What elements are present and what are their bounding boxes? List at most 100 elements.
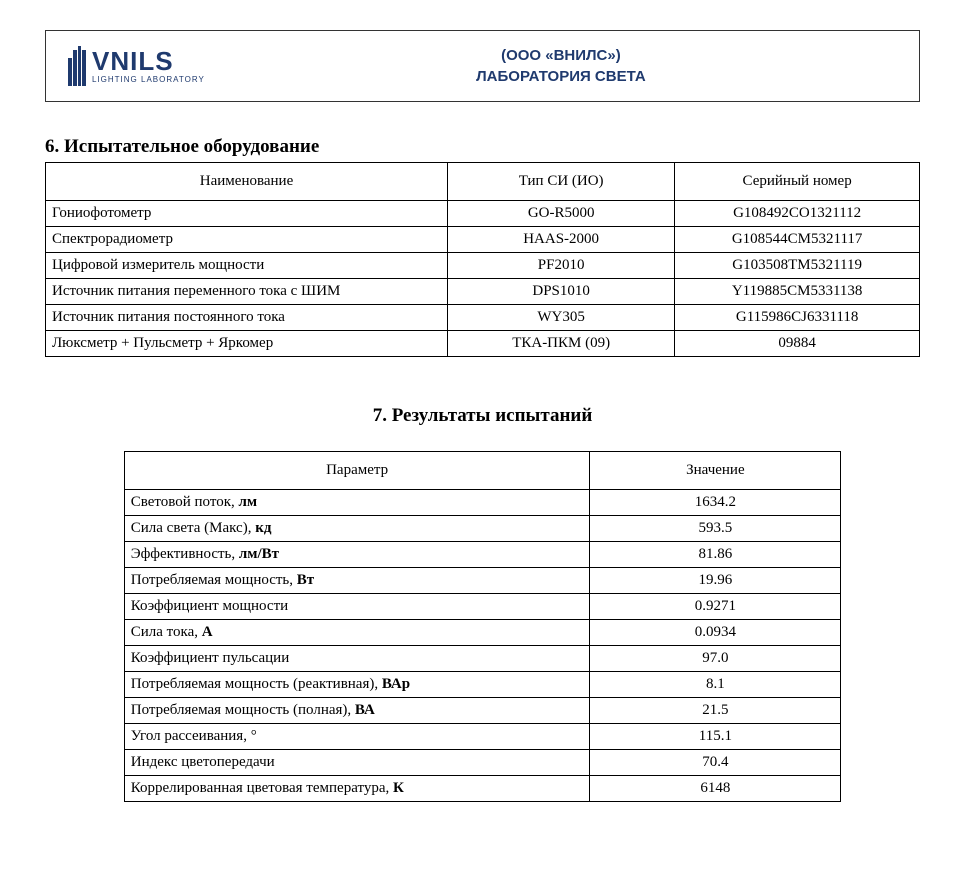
table-row: Цифровой измеритель мощностиPF2010G10350… <box>46 253 920 279</box>
parameter-unit: К <box>393 780 404 796</box>
parameter-name: Коррелированная цветовая температура, К <box>124 776 590 802</box>
parameter-unit: лм/Вт <box>239 546 279 562</box>
parameter-unit: А <box>202 624 213 640</box>
parameter-value: 1634.2 <box>590 490 841 516</box>
table-row: Источник питания переменного тока с ШИМD… <box>46 279 920 305</box>
table-header-row: Параметр Значение <box>124 452 841 490</box>
parameter-text: Индекс цветопередачи <box>131 754 275 770</box>
table-row: Потребляемая мощность (реактивная), ВАр8… <box>124 672 841 698</box>
parameter-text: Коррелированная цветовая температура, <box>131 780 393 796</box>
parameter-unit: Вт <box>297 572 314 588</box>
col-header-serial: Серийный номер <box>675 163 920 201</box>
header-org-title: (ООО «ВНИЛС») ЛАБОРАТОРИЯ СВЕТА <box>285 45 837 87</box>
document-header: VNILS LIGHTING LABORATORY (ООО «ВНИЛС») … <box>45 30 920 102</box>
parameter-text: Потребляемая мощность (полная), <box>131 702 355 718</box>
results-table: Параметр Значение Световой поток, лм1634… <box>124 451 842 802</box>
parameter-value: 0.0934 <box>590 620 841 646</box>
table-row: Угол рассеивания, ° 115.1 <box>124 724 841 750</box>
equipment-name: Спектрорадиометр <box>46 227 448 253</box>
logo-text: VNILS LIGHTING LABORATORY <box>92 48 205 84</box>
equipment-type: PF2010 <box>448 253 675 279</box>
equipment-type: GO-R5000 <box>448 201 675 227</box>
col-header-value: Значение <box>590 452 841 490</box>
table-header-row: Наименование Тип СИ (ИО) Серийный номер <box>46 163 920 201</box>
section6-heading: 6. Испытательное оборудование <box>45 136 920 158</box>
parameter-name: Коэффициент пульсации <box>124 646 590 672</box>
equipment-serial: G108492CO1321112 <box>675 201 920 227</box>
col-header-name: Наименование <box>46 163 448 201</box>
parameter-value: 115.1 <box>590 724 841 750</box>
equipment-name: Гониофотометр <box>46 201 448 227</box>
table-row: Сила света (Макс), кд593.5 <box>124 516 841 542</box>
parameter-name: Угол рассеивания, ° <box>124 724 590 750</box>
equipment-serial: Y119885CM5331138 <box>675 279 920 305</box>
logo: VNILS LIGHTING LABORATORY <box>68 46 205 86</box>
parameter-name: Индекс цветопередачи <box>124 750 590 776</box>
org-line-1: (ООО «ВНИЛС») <box>285 45 837 66</box>
parameter-unit: ВАр <box>382 676 410 692</box>
parameter-text: Эффективность, <box>131 546 239 562</box>
parameter-name: Потребляемая мощность (реактивная), ВАр <box>124 672 590 698</box>
parameter-name: Световой поток, лм <box>124 490 590 516</box>
parameter-text: Коэффициент пульсации <box>131 650 290 666</box>
equipment-name: Цифровой измеритель мощности <box>46 253 448 279</box>
table-row: Эффективность, лм/Вт81.86 <box>124 542 841 568</box>
parameter-name: Коэффициент мощности <box>124 594 590 620</box>
logo-main-text: VNILS <box>92 48 205 74</box>
equipment-table: Наименование Тип СИ (ИО) Серийный номер … <box>45 162 920 357</box>
equipment-type: HAAS-2000 <box>448 227 675 253</box>
parameter-name: Сила тока, А <box>124 620 590 646</box>
equipment-name: Источник питания переменного тока с ШИМ <box>46 279 448 305</box>
section7-heading: 7. Результаты испытаний <box>45 405 920 427</box>
col-header-type: Тип СИ (ИО) <box>448 163 675 201</box>
table-row: Коэффициент мощности 0.9271 <box>124 594 841 620</box>
table-row: Сила тока, А0.0934 <box>124 620 841 646</box>
parameter-value: 81.86 <box>590 542 841 568</box>
parameter-text: Сила света (Макс), <box>131 520 255 536</box>
parameter-unit: ВА <box>355 702 375 718</box>
logo-sub-text: LIGHTING LABORATORY <box>92 76 205 84</box>
table-row: ГониофотометрGO-R5000G108492CO1321112 <box>46 201 920 227</box>
parameter-value: 593.5 <box>590 516 841 542</box>
parameter-text: Угол рассеивания, ° <box>131 728 257 744</box>
table-row: Потребляемая мощность (полная), ВА21.5 <box>124 698 841 724</box>
logo-mark-icon <box>68 46 86 86</box>
parameter-text: Световой поток, <box>131 494 239 510</box>
parameter-name: Эффективность, лм/Вт <box>124 542 590 568</box>
parameter-text: Потребляемая мощность (реактивная), <box>131 676 382 692</box>
col-header-parameter: Параметр <box>124 452 590 490</box>
parameter-name: Потребляемая мощность (полная), ВА <box>124 698 590 724</box>
equipment-name: Люксметр + Пульсметр + Яркомер <box>46 331 448 357</box>
table-row: Коэффициент пульсации 97.0 <box>124 646 841 672</box>
parameter-value: 6148 <box>590 776 841 802</box>
equipment-serial: G108544CM5321117 <box>675 227 920 253</box>
parameter-name: Сила света (Макс), кд <box>124 516 590 542</box>
parameter-value: 0.9271 <box>590 594 841 620</box>
parameter-text: Сила тока, <box>131 624 202 640</box>
equipment-name: Источник питания постоянного тока <box>46 305 448 331</box>
equipment-serial: 09884 <box>675 331 920 357</box>
parameter-text: Потребляемая мощность, <box>131 572 297 588</box>
table-row: Световой поток, лм1634.2 <box>124 490 841 516</box>
org-line-2: ЛАБОРАТОРИЯ СВЕТА <box>285 66 837 87</box>
parameter-unit: кд <box>255 520 271 536</box>
parameter-value: 8.1 <box>590 672 841 698</box>
parameter-value: 21.5 <box>590 698 841 724</box>
table-row: СпектрорадиометрHAAS-2000G108544CM532111… <box>46 227 920 253</box>
table-row: Источник питания постоянного токаWY305G1… <box>46 305 920 331</box>
equipment-serial: G115986CJ6331118 <box>675 305 920 331</box>
table-row: Индекс цветопередачи 70.4 <box>124 750 841 776</box>
parameter-text: Коэффициент мощности <box>131 598 288 614</box>
table-row: Потребляемая мощность, Вт19.96 <box>124 568 841 594</box>
parameter-value: 97.0 <box>590 646 841 672</box>
parameter-name: Потребляемая мощность, Вт <box>124 568 590 594</box>
parameter-unit: лм <box>239 494 258 510</box>
table-row: Люксметр + Пульсметр + ЯркомерТКА-ПКМ (0… <box>46 331 920 357</box>
parameter-value: 19.96 <box>590 568 841 594</box>
equipment-serial: G103508TM5321119 <box>675 253 920 279</box>
equipment-type: DPS1010 <box>448 279 675 305</box>
parameter-value: 70.4 <box>590 750 841 776</box>
equipment-type: WY305 <box>448 305 675 331</box>
table-row: Коррелированная цветовая температура, К6… <box>124 776 841 802</box>
equipment-type: ТКА-ПКМ (09) <box>448 331 675 357</box>
